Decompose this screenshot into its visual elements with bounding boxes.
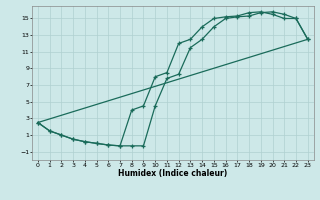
X-axis label: Humidex (Indice chaleur): Humidex (Indice chaleur) bbox=[118, 169, 228, 178]
